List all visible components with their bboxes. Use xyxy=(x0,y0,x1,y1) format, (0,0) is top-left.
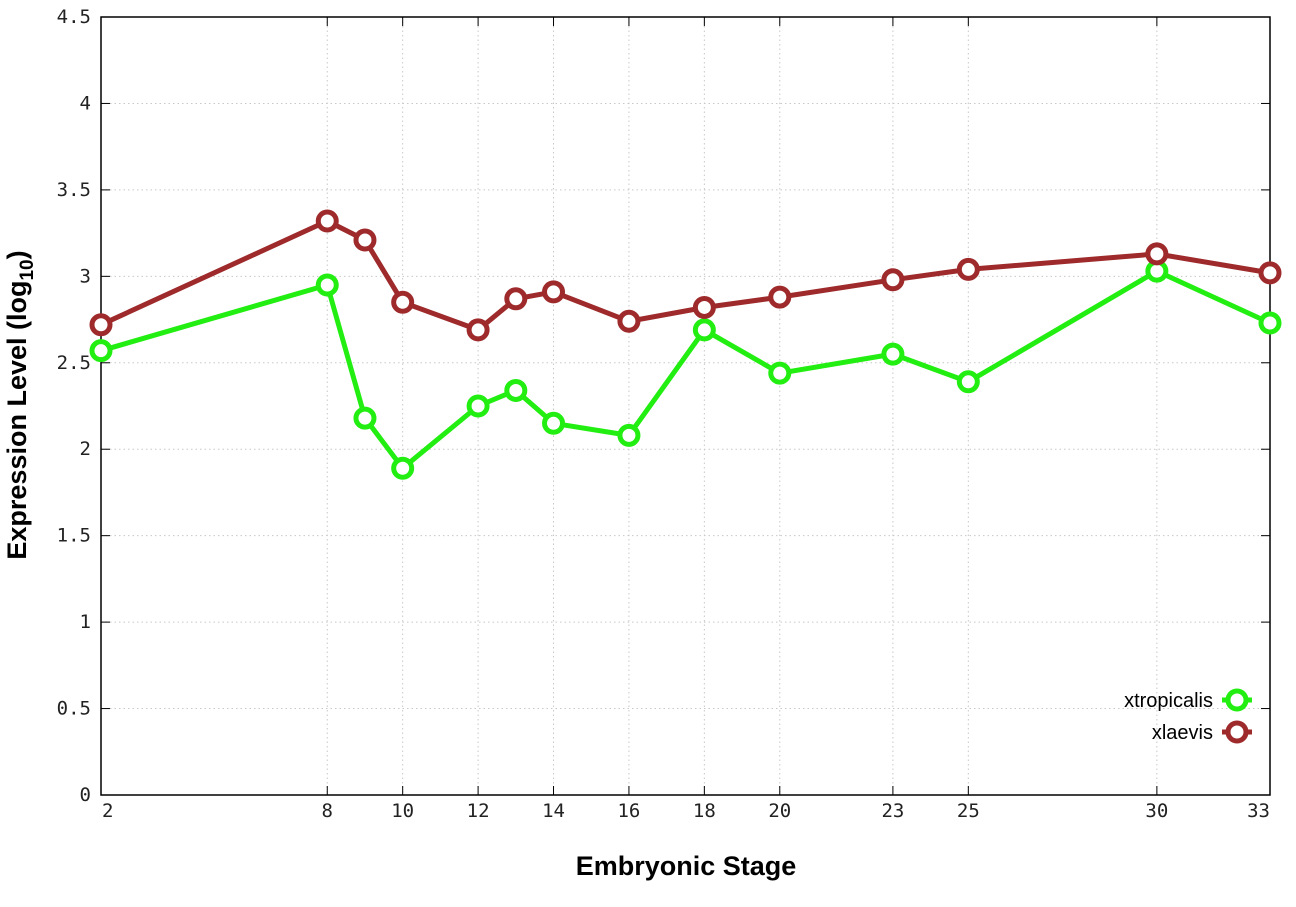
x-tick-label: 23 xyxy=(881,800,904,822)
series-line-xtropicalis xyxy=(100,268,1272,471)
data-point-xlaevis xyxy=(466,318,490,342)
data-point-xlaevis xyxy=(1258,261,1282,285)
data-point-xtropicalis xyxy=(617,423,641,447)
data-point-xtropicalis xyxy=(504,378,528,402)
y-axis-title: Expression Level (log10) xyxy=(2,250,38,559)
legend: xtropicalis xlaevis xyxy=(1124,688,1252,744)
y-tick-label: 3 xyxy=(80,265,91,287)
series-line-xlaevis xyxy=(99,218,1271,333)
plot-frame xyxy=(100,16,1271,796)
data-point-xtropicalis xyxy=(466,394,490,418)
x-tick-label: 20 xyxy=(768,800,791,822)
x-tick-label: 30 xyxy=(1145,800,1168,822)
data-point-xtropicalis xyxy=(391,456,415,480)
legend-label-xtropicalis: xtropicalis xyxy=(1124,690,1213,712)
x-tick-label: 18 xyxy=(693,800,716,822)
data-point-xlaevis xyxy=(391,290,415,314)
x-tick-label: 10 xyxy=(391,800,414,822)
series-group xyxy=(89,209,1282,480)
data-point-xtropicalis xyxy=(881,342,905,366)
data-point-xtropicalis xyxy=(89,339,113,363)
data-point-xtropicalis xyxy=(315,273,339,297)
y-tick-label: 4.5 xyxy=(57,6,91,28)
data-point-xlaevis xyxy=(504,287,528,311)
y-tick-label: 2 xyxy=(80,438,91,460)
x-axis-title: Embryonic Stage xyxy=(576,851,797,881)
y-tick-label: 0 xyxy=(80,784,91,806)
y-axis-title-main: Expression Level (log xyxy=(2,281,32,560)
data-point-xtropicalis xyxy=(956,370,980,394)
data-point-xtropicalis xyxy=(542,411,566,435)
data-point-xlaevis xyxy=(768,285,792,309)
axis-ticks: 0 0.5 1 1.5 2 2.5 3 3.5 4 4.5 2 8 10 12 14 16 18 20 23 25 30… xyxy=(57,6,1271,822)
grid xyxy=(101,17,1270,795)
y-tick-label: 1 xyxy=(80,611,91,633)
y-tick-label: 3.5 xyxy=(57,179,91,201)
data-point-xtropicalis xyxy=(1258,311,1282,335)
data-point-xlaevis xyxy=(881,268,905,292)
y-tick-label: 1.5 xyxy=(57,525,91,547)
y-tick-label: 2.5 xyxy=(57,352,91,374)
x-tick-label: 14 xyxy=(542,800,565,822)
data-point-xtropicalis xyxy=(353,406,377,430)
x-tick-label: 25 xyxy=(957,800,980,822)
y-axis-title-subscript: 10 xyxy=(17,259,38,280)
x-tick-label: 16 xyxy=(617,800,640,822)
data-point-xlaevis xyxy=(542,280,566,304)
data-point-xlaevis xyxy=(956,257,980,281)
y-tick-label: 4 xyxy=(80,92,91,114)
x-tick-label: 33 xyxy=(1247,800,1270,822)
y-axis-title-end: ) xyxy=(2,250,32,259)
data-point-xtropicalis xyxy=(692,318,716,342)
legend-swatch-marker xyxy=(1225,688,1249,712)
x-tick-label: 8 xyxy=(322,800,333,822)
legend-swatch-marker xyxy=(1225,720,1249,744)
x-tick-label: 12 xyxy=(467,800,490,822)
legend-label-xlaevis: xlaevis xyxy=(1152,722,1213,744)
data-point-xlaevis xyxy=(89,313,113,337)
data-point-xlaevis xyxy=(1145,242,1169,266)
y-tick-label: 0.5 xyxy=(57,698,91,720)
data-point-xlaevis xyxy=(617,309,641,333)
data-point-xlaevis xyxy=(315,209,339,233)
data-point-xtropicalis xyxy=(768,361,792,385)
data-point-xlaevis xyxy=(692,295,716,319)
data-point-xlaevis xyxy=(353,228,377,252)
x-tick-label: 2 xyxy=(102,800,113,822)
